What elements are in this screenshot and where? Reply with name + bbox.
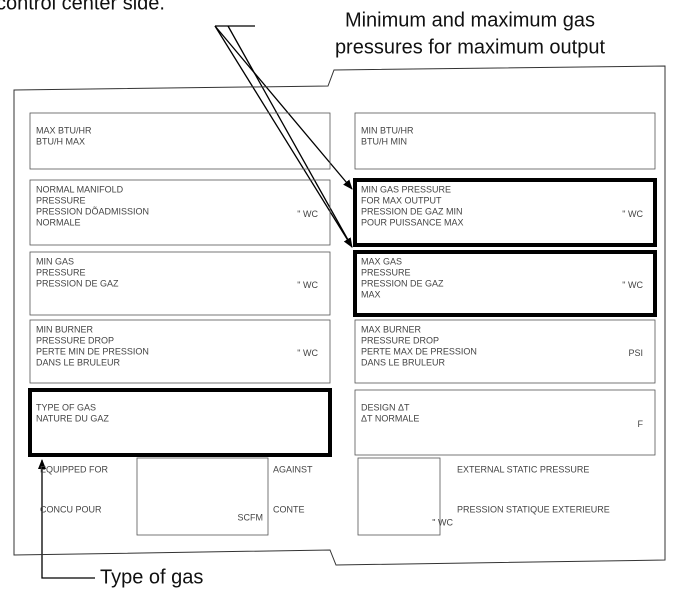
cell-label: MIN BURNER <box>36 324 94 334</box>
label: EQUIPPED FOR <box>40 464 109 474</box>
cell-label: PRESSURE <box>36 267 86 277</box>
cell-unit: " WC <box>297 280 318 290</box>
cell-box <box>354 319 656 384</box>
cell-label: DANS LE BRULEUR <box>36 357 121 367</box>
cell-label: BTU/H MIN <box>361 136 407 146</box>
cell-label: DANS LE BRULEUR <box>361 357 446 367</box>
cell-label: MAX BURNER <box>361 324 422 334</box>
cell-label: MAX GAS <box>361 256 402 266</box>
label: " WC <box>432 517 453 527</box>
label: AGAINST <box>273 464 313 474</box>
cell-label: PRESSION DE GAZ MIN <box>361 206 463 216</box>
cell-label: PRESSURE DROP <box>361 335 439 345</box>
cell-box <box>29 179 331 246</box>
cell-unit: " WC <box>622 280 643 290</box>
cell-label: PRESSURE <box>361 267 411 277</box>
cell-box <box>29 319 331 384</box>
label: CONTE <box>273 504 305 514</box>
cell-label: PERTE MAX DE PRESSION <box>361 346 477 356</box>
cell-label: POUR PUISSANCE MAX <box>361 217 464 227</box>
cell-label: BTU/H MAX <box>36 136 85 146</box>
cell-label: PRESSION DE GAZ <box>36 278 119 288</box>
callout-text: Type of gas <box>100 566 203 588</box>
cell-label: ΔT NORMALE <box>361 413 419 423</box>
label: SCFM <box>238 512 264 522</box>
cell-label: MAX BTU/HR <box>36 125 92 135</box>
cell-unit: F <box>638 419 644 429</box>
cell-label: PRESSION DÕADMISSION <box>36 206 149 216</box>
plate-outline <box>13 65 666 566</box>
field-box <box>357 457 441 536</box>
cell-label: DESIGN ΔT <box>361 402 410 412</box>
cell-box <box>29 112 331 170</box>
cell-label: MIN GAS <box>36 256 74 266</box>
cell-box <box>28 388 332 457</box>
cell-label: NORMAL MANIFOLD <box>36 184 124 194</box>
cell-label: NORMALE <box>36 217 81 227</box>
cell-unit: " WC <box>297 348 318 358</box>
cell-box <box>353 178 657 247</box>
cell-label: MIN BTU/HR <box>361 125 414 135</box>
caption-top: control center side. <box>0 0 165 14</box>
cell-label: MIN GAS PRESSURE <box>361 184 451 194</box>
cell-label: PRESSURE <box>36 195 86 205</box>
label: CONCU POUR <box>40 504 102 514</box>
cell-unit: PSI <box>628 348 643 358</box>
callout-text: Minimum and maximum gas <box>345 9 595 31</box>
label: PRESSION STATIQUE EXTERIEURE <box>457 504 610 514</box>
cell-label: NATURE DU GAZ <box>36 413 109 423</box>
field-box <box>136 457 269 536</box>
callout-text: pressures for maximum output <box>335 36 606 58</box>
cell-box <box>354 112 656 170</box>
label: EXTERNAL STATIC PRESSURE <box>457 464 589 474</box>
cell-label: TYPE OF GAS <box>36 402 96 412</box>
cell-label: PRESSURE DROP <box>36 335 114 345</box>
cell-box <box>354 389 656 456</box>
callout-lines <box>38 25 353 579</box>
cell-unit: " WC <box>622 209 643 219</box>
cell-label: MAX <box>361 289 381 299</box>
cell-unit: " WC <box>297 209 318 219</box>
cell-box <box>353 250 657 317</box>
cell-label: PRESSION DE GAZ <box>361 278 444 288</box>
bottom-labels: EQUIPPED FOR CONCU POUR SCFM AGAINST CON… <box>40 464 610 527</box>
cell-label: FOR MAX OUTPUT <box>361 195 442 205</box>
cell-label: PERTE MIN DE PRESSION <box>36 346 149 356</box>
cell-box <box>29 251 331 316</box>
